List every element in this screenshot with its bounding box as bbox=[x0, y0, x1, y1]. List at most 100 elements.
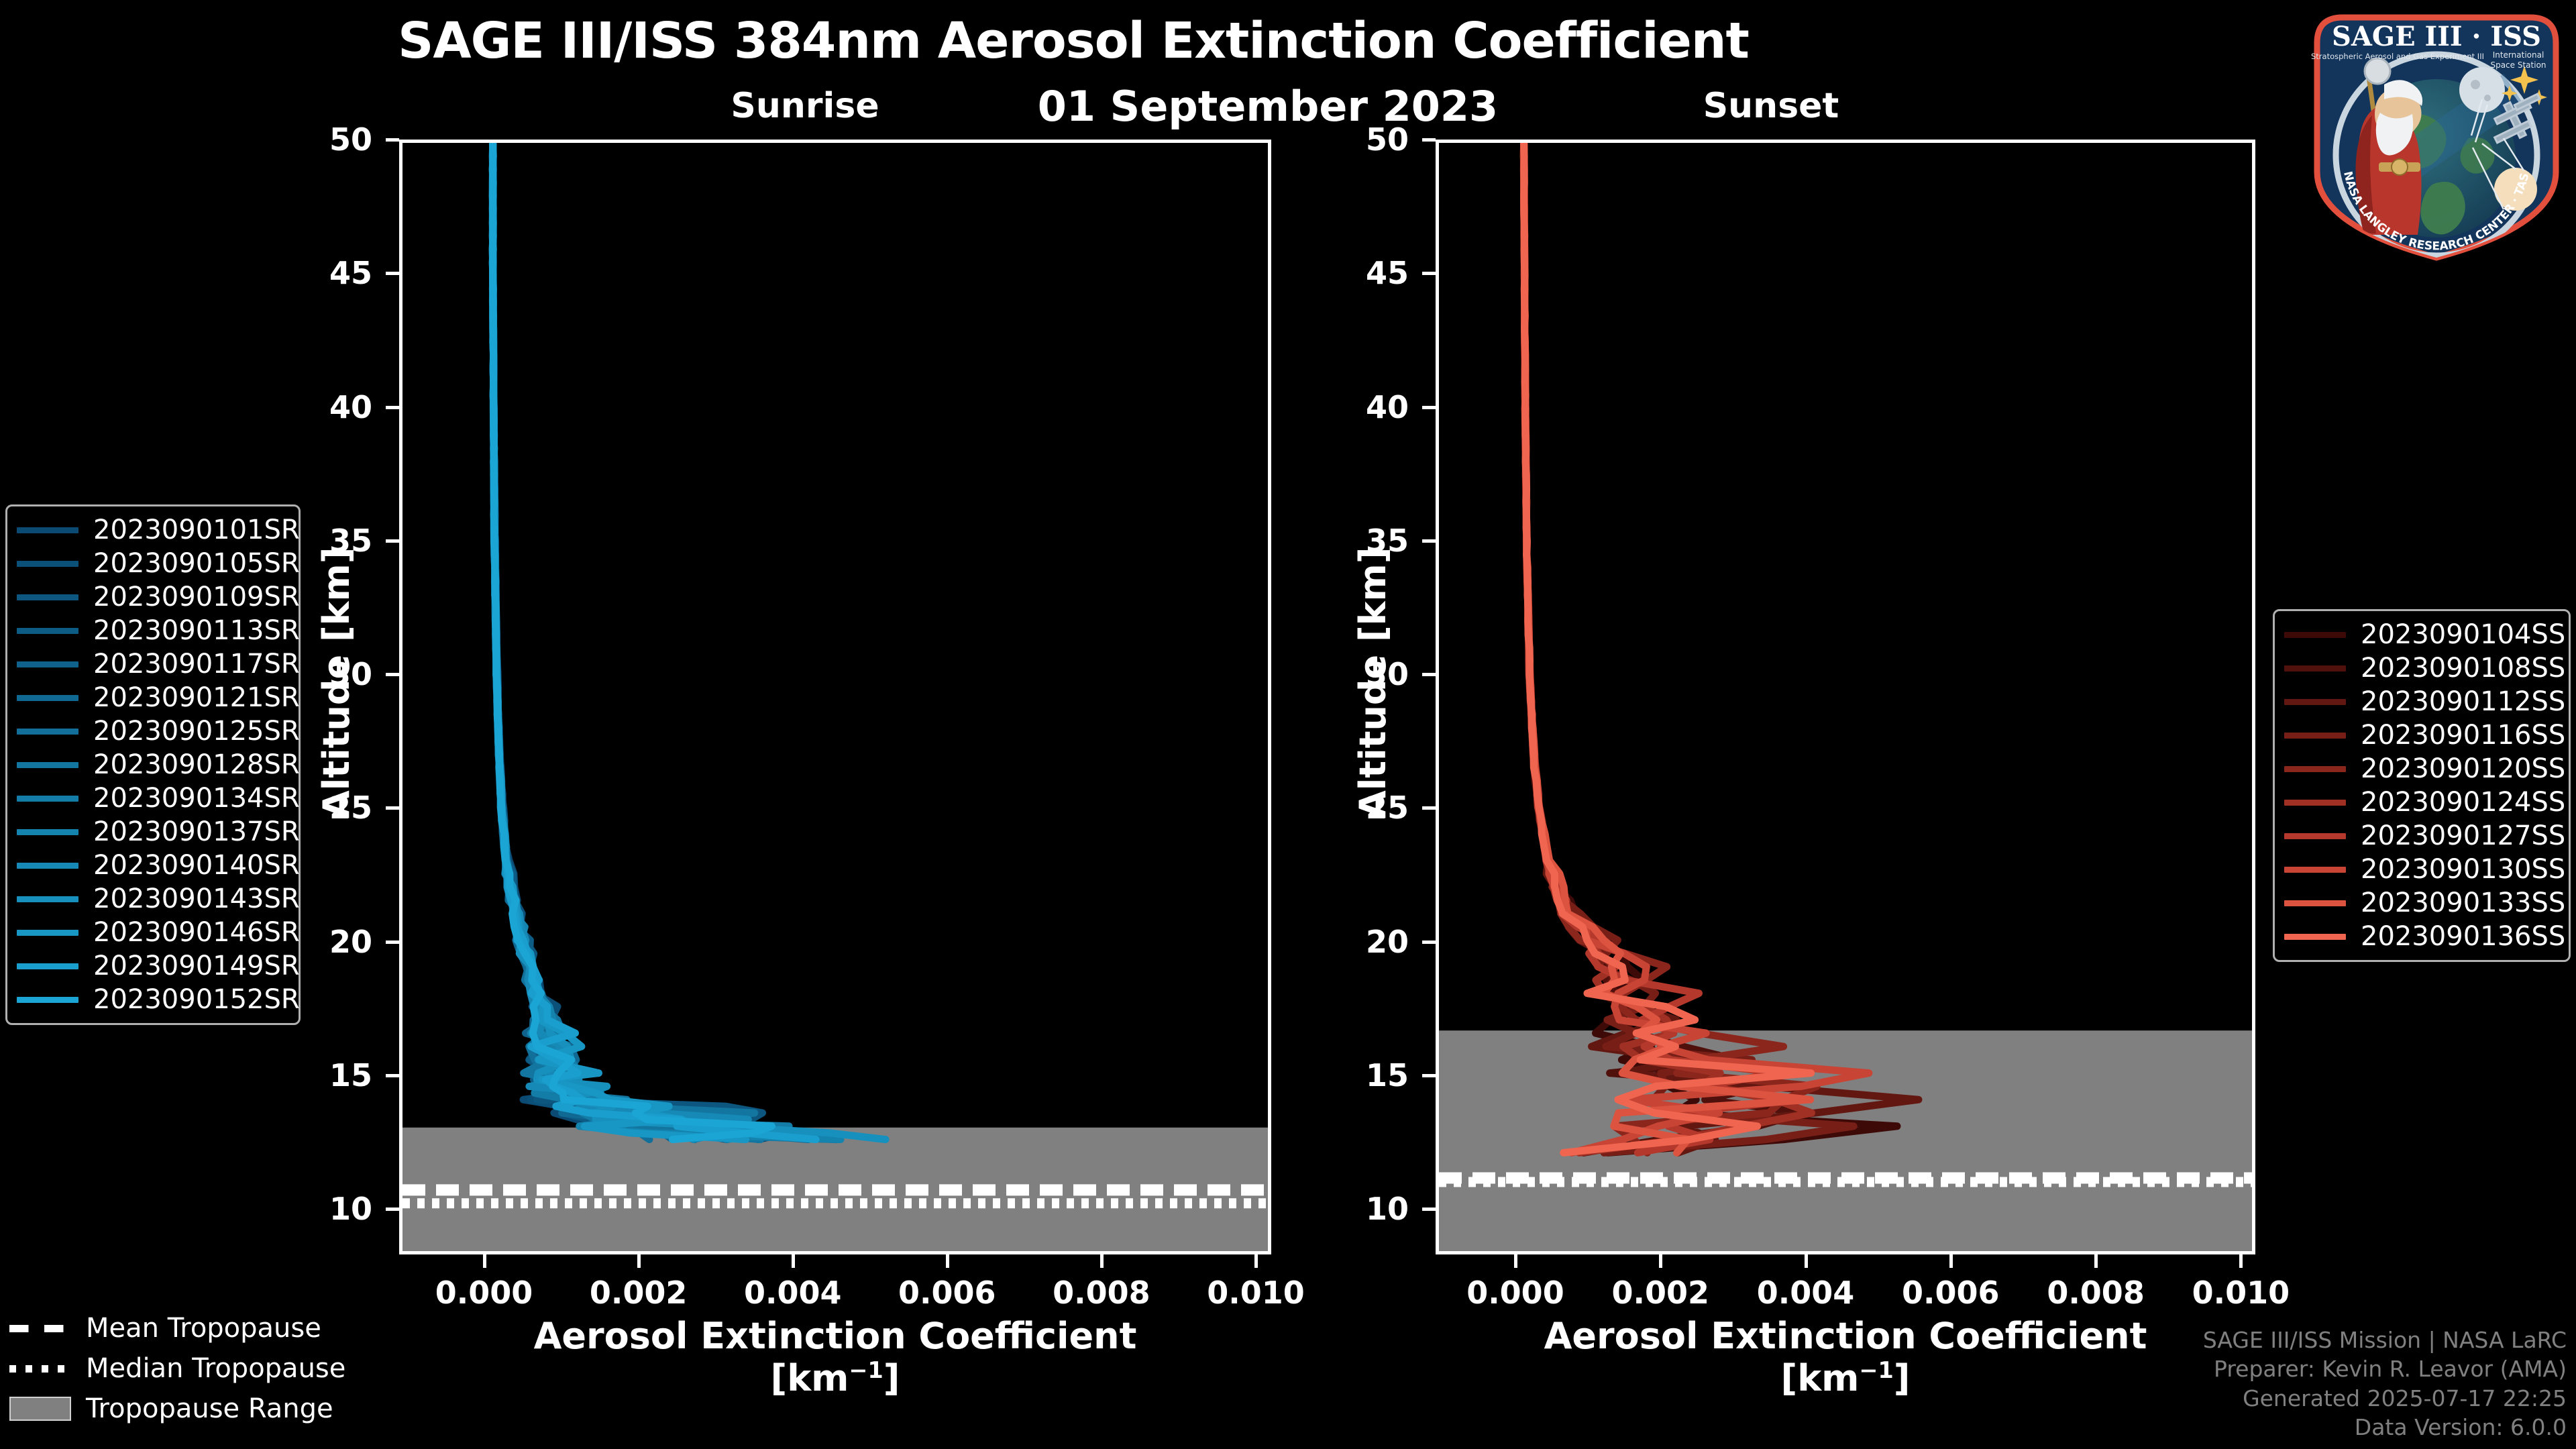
legend-sunrise-item[interactable]: 2023090134SR bbox=[17, 782, 300, 815]
legend-item-label: 2023090120SS bbox=[2361, 753, 2566, 784]
x-axis-tick-label: 0.010 bbox=[2192, 1275, 2290, 1311]
plot-area-sunset bbox=[1436, 140, 2255, 1254]
legend-sunrise-item[interactable]: 2023090125SR bbox=[17, 714, 300, 748]
legend-tropopause-item[interactable]: Mean Tropopause bbox=[9, 1308, 385, 1348]
legend-item-label: 2023090127SS bbox=[2361, 820, 2566, 851]
y-axis-tick-label: 15 bbox=[329, 1057, 372, 1093]
y-axis-tick-mark bbox=[1422, 1208, 1436, 1212]
logo-subtitle-right-2: Space Station bbox=[2490, 60, 2546, 70]
legend-sunrise-item[interactable]: 2023090113SR bbox=[17, 614, 300, 647]
legend-item-label: 2023090149SR bbox=[93, 951, 300, 981]
legend-color-swatch bbox=[17, 795, 78, 802]
legend-item-label: 2023090143SR bbox=[93, 883, 300, 914]
x-axis-tick-mark bbox=[2239, 1254, 2243, 1268]
legend-dashed-swatch bbox=[9, 1324, 71, 1332]
x-axis-tick-mark bbox=[1513, 1254, 1517, 1268]
legend-sunrise-item[interactable]: 2023090143SR bbox=[17, 882, 300, 916]
y-axis-tick-mark bbox=[1422, 539, 1436, 543]
y-axis-tick-mark bbox=[386, 138, 399, 142]
legend-color-swatch bbox=[17, 963, 78, 969]
legend-item-label: 2023090101SR bbox=[93, 515, 300, 545]
x-axis-tick-label: 0.004 bbox=[1756, 1275, 1855, 1311]
legend-sunset-item[interactable]: 2023090108SS bbox=[2284, 651, 2565, 685]
y-axis-tick-label: 35 bbox=[329, 522, 372, 559]
legend-sunset-item[interactable]: 2023090127SS bbox=[2284, 819, 2565, 853]
y-axis-tick-label: 20 bbox=[329, 923, 372, 960]
x-axis-tick-mark bbox=[2094, 1254, 2098, 1268]
legend-color-swatch bbox=[17, 862, 78, 869]
legend-item-label: 2023090137SR bbox=[93, 816, 300, 847]
x-axis-label-sunset: Aerosol Extinction Coefficient [km−1] bbox=[1436, 1315, 2255, 1399]
legend-color-swatch bbox=[2284, 833, 2346, 839]
x-axis-tick-mark bbox=[1099, 1254, 1104, 1268]
legend-sunset-item[interactable]: 2023090124SS bbox=[2284, 786, 2565, 819]
profile-line bbox=[1523, 143, 1811, 1152]
legend-item-label: 2023090136SS bbox=[2361, 921, 2566, 952]
x-axis-tick-label: 0.008 bbox=[2047, 1275, 2145, 1311]
legend-sunrise-item[interactable]: 2023090121SR bbox=[17, 681, 300, 714]
legend-sunrise-item[interactable]: 2023090137SR bbox=[17, 815, 300, 849]
legend-color-swatch bbox=[2284, 799, 2346, 806]
credit-mission: SAGE III/ISS Mission | NASA LaRC bbox=[2202, 1326, 2567, 1353]
legend-item-label: 2023090125SR bbox=[93, 716, 300, 747]
legend-sunset-item[interactable]: 2023090133SS bbox=[2284, 886, 2565, 920]
legend-tropopause[interactable]: Mean Tropopause Median Tropopause Tropopau… bbox=[9, 1308, 385, 1429]
y-axis-tick-mark bbox=[1422, 1073, 1436, 1077]
legend-sunset[interactable]: 2023090104SS 2023090108SS 2023090112SS 2023… bbox=[2273, 609, 2571, 962]
legend-color-swatch bbox=[17, 694, 78, 701]
legend-sunrise-item[interactable]: 2023090128SR bbox=[17, 748, 300, 782]
legend-color-swatch bbox=[2284, 765, 2346, 772]
profile-line bbox=[1524, 143, 1800, 1152]
y-axis-tick-mark bbox=[1422, 673, 1436, 677]
legend-item-label: 2023090113SR bbox=[93, 615, 300, 646]
legend-item-label: Median Tropopause bbox=[86, 1353, 346, 1384]
y-axis-tick-label: 20 bbox=[1365, 923, 1409, 960]
legend-sunset-item[interactable]: 2023090136SS bbox=[2284, 920, 2565, 953]
y-axis-tick-mark bbox=[386, 940, 399, 944]
legend-sunrise-item[interactable]: 2023090149SR bbox=[17, 949, 300, 983]
legend-sunrise-item[interactable]: 2023090140SR bbox=[17, 849, 300, 882]
profile-line bbox=[492, 143, 690, 1140]
legend-item-label: 2023090146SR bbox=[93, 917, 300, 948]
y-axis-tick-mark bbox=[1422, 940, 1436, 944]
plot-area-sunrise bbox=[399, 140, 1271, 1254]
y-axis-tick-label: 10 bbox=[329, 1191, 372, 1228]
legend-sunset-item[interactable]: 2023090130SS bbox=[2284, 853, 2565, 886]
legend-tropopause-item[interactable]: Tropopause Range bbox=[9, 1389, 385, 1429]
legend-color-swatch bbox=[2284, 631, 2346, 638]
y-axis-tick-mark bbox=[386, 1208, 399, 1212]
credit-preparer: Preparer: Kevin R. Leavor (AMA) bbox=[2214, 1356, 2567, 1383]
legend-sunrise-item[interactable]: 2023090152SR bbox=[17, 983, 300, 1016]
legend-sunrise-item[interactable]: 2023090146SR bbox=[17, 916, 300, 949]
x-axis-tick-mark bbox=[482, 1254, 486, 1268]
legend-sunrise-item[interactable]: 2023090105SR bbox=[17, 547, 300, 580]
profile-line bbox=[1524, 143, 1811, 1152]
page-title: SAGE III/ISS 384nm Aerosol Extinction Co… bbox=[398, 12, 1750, 70]
y-axis-tick-label: 30 bbox=[1365, 656, 1409, 693]
x-axis-tick-mark bbox=[791, 1254, 795, 1268]
credit-generated: Generated 2025-07-17 22:25 bbox=[2243, 1385, 2567, 1411]
legend-sunset-item[interactable]: 2023090112SS bbox=[2284, 685, 2565, 718]
legend-color-swatch bbox=[17, 728, 78, 735]
legend-sunrise[interactable]: 2023090101SR 2023090105SR 2023090109SR 2023… bbox=[5, 504, 301, 1025]
legend-tropopause-item[interactable]: Median Tropopause bbox=[9, 1348, 385, 1389]
legend-sunset-item[interactable]: 2023090120SS bbox=[2284, 752, 2565, 786]
profile-line bbox=[1523, 143, 1817, 1152]
legend-sunrise-item[interactable]: 2023090101SR bbox=[17, 513, 300, 547]
y-axis-tick-mark bbox=[386, 272, 399, 276]
x-axis-tick-label: 0.008 bbox=[1053, 1275, 1150, 1311]
legend-color-swatch bbox=[17, 594, 78, 600]
y-axis-tick-mark bbox=[1422, 272, 1436, 276]
legend-sunrise-item[interactable]: 2023090117SR bbox=[17, 647, 300, 681]
date-subtitle: 01 September 2023 bbox=[1037, 82, 1499, 131]
legend-color-swatch bbox=[2284, 933, 2346, 940]
y-axis-tick-label: 25 bbox=[329, 790, 372, 826]
legend-color-swatch bbox=[2284, 698, 2346, 705]
legend-sunset-item[interactable]: 2023090116SS bbox=[2284, 718, 2565, 752]
legend-sunset-item[interactable]: 2023090104SS bbox=[2284, 618, 2565, 651]
profile-line bbox=[493, 143, 686, 1140]
legend-sunrise-item[interactable]: 2023090109SR bbox=[17, 580, 300, 614]
y-axis-tick-label: 40 bbox=[1365, 388, 1409, 425]
legend-item-label: 2023090134SR bbox=[93, 783, 300, 814]
panel-subtitle-sunset: Sunset bbox=[1703, 86, 1839, 126]
